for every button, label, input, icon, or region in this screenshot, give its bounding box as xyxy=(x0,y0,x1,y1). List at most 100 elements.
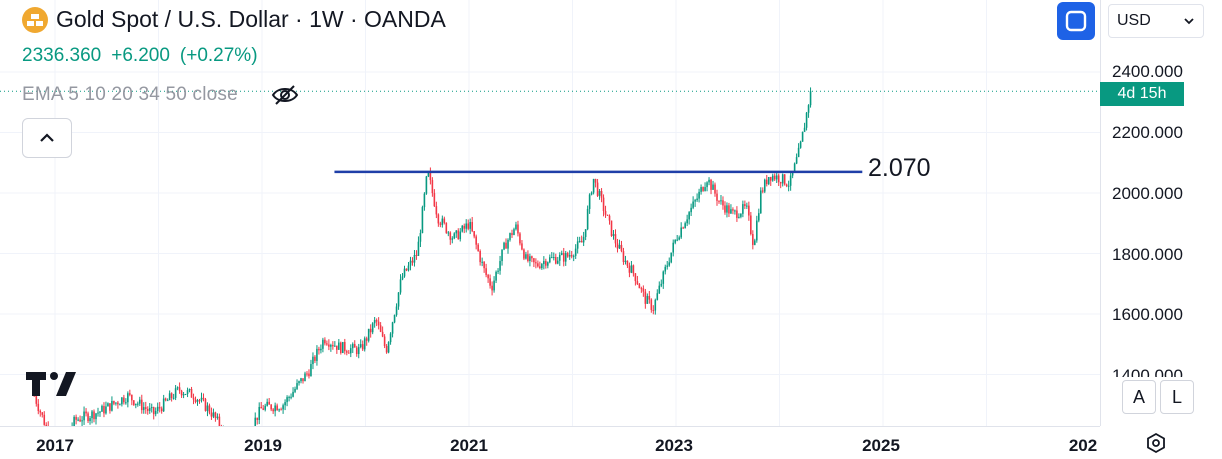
x-tick-label: 2025 xyxy=(862,436,900,455)
candle-body xyxy=(93,411,95,420)
candle-body xyxy=(580,240,583,243)
candle-body xyxy=(477,244,479,251)
candle-body xyxy=(606,214,609,216)
candle-body xyxy=(634,273,637,282)
settings-hexagon-icon xyxy=(1147,432,1165,454)
candle-body xyxy=(459,231,462,240)
price-chart[interactable] xyxy=(0,0,1100,426)
fullscreen-button[interactable] xyxy=(1057,2,1095,40)
candle-body xyxy=(35,395,38,404)
x-tick-label: 2021 xyxy=(450,436,488,455)
candle-body xyxy=(624,260,627,262)
candle-body xyxy=(109,403,111,411)
chart-plot-area[interactable] xyxy=(0,0,1100,426)
candle-body xyxy=(519,233,521,244)
candle-body xyxy=(144,407,147,409)
candle-body xyxy=(758,213,760,221)
candle-body xyxy=(608,215,611,221)
candle-body xyxy=(525,254,527,259)
candle-body xyxy=(284,402,286,406)
candle-body xyxy=(537,263,539,267)
candle-body xyxy=(465,223,468,229)
candle-body xyxy=(451,238,454,240)
currency-select[interactable]: USD xyxy=(1108,4,1204,38)
currency-value: USD xyxy=(1117,12,1151,29)
x-tick-label: 2017 xyxy=(36,436,74,455)
candle-body xyxy=(160,408,163,412)
candle-body xyxy=(393,314,396,323)
candle-body xyxy=(684,223,686,229)
candle-body xyxy=(140,399,143,411)
candle-body xyxy=(720,200,722,202)
candle-body xyxy=(95,413,97,420)
candle-body xyxy=(642,288,645,292)
chart-settings-button[interactable] xyxy=(1140,428,1172,458)
candle-body xyxy=(722,200,724,206)
candle-body xyxy=(417,241,420,256)
candle-body xyxy=(117,402,119,405)
candle-body xyxy=(551,257,553,259)
candle-body xyxy=(375,320,378,322)
candle-body xyxy=(682,227,684,229)
candle-body xyxy=(773,175,776,180)
candle-body xyxy=(344,342,346,352)
candle-body xyxy=(89,418,91,422)
candle-body xyxy=(413,254,416,263)
candle-body xyxy=(791,171,794,176)
candle-body xyxy=(527,254,529,261)
candle-body xyxy=(612,234,615,236)
candle-body xyxy=(178,387,181,391)
candle-body xyxy=(582,236,585,243)
candle-body xyxy=(308,373,310,377)
candle-body xyxy=(781,174,784,184)
candle-body xyxy=(636,281,639,285)
candle-body xyxy=(111,400,113,411)
indicator-legend[interactable]: EMA 5 10 20 34 50 close xyxy=(22,82,300,108)
candle-body xyxy=(702,187,704,191)
candle-body xyxy=(489,278,491,286)
candle-body xyxy=(783,174,786,185)
candle-body xyxy=(771,175,774,181)
candle-body xyxy=(767,177,770,185)
candle-body xyxy=(429,171,432,181)
candle-body xyxy=(809,91,812,106)
candle-body xyxy=(125,402,127,404)
candle-body xyxy=(397,292,400,307)
candle-body xyxy=(158,406,161,409)
hide-indicator-eye-icon[interactable] xyxy=(270,82,300,108)
candle-body xyxy=(678,237,680,240)
candle-body xyxy=(99,411,101,413)
log-scale-button[interactable]: L xyxy=(1160,380,1194,414)
candle-body xyxy=(668,262,671,266)
candle-body xyxy=(578,240,581,242)
candle-body xyxy=(463,225,466,229)
candle-body xyxy=(186,390,189,395)
candle-body xyxy=(660,283,663,286)
candle-body xyxy=(511,233,513,235)
candle-body xyxy=(554,257,557,264)
last-price: 2336.360 xyxy=(22,45,102,66)
candle-body xyxy=(680,227,682,238)
symbol-legend[interactable]: Gold Spot / U.S. Dollar · 1W · OANDA xyxy=(22,6,446,33)
candle-body xyxy=(105,406,107,414)
candle-body xyxy=(123,397,125,403)
candle-body xyxy=(170,393,173,398)
candle-body xyxy=(172,397,175,399)
candle-body xyxy=(148,408,151,411)
candle-body xyxy=(640,288,643,290)
candle-body xyxy=(626,260,629,266)
candle-body xyxy=(759,190,762,214)
collapse-legend-button[interactable] xyxy=(22,118,72,158)
candle-body xyxy=(666,265,669,267)
candle-body xyxy=(312,356,314,365)
candle-body xyxy=(258,406,261,420)
candle-body xyxy=(363,338,366,350)
candle-body xyxy=(334,345,336,347)
candle-body xyxy=(656,293,659,300)
candle-body xyxy=(276,405,278,411)
auto-scale-button[interactable]: A xyxy=(1122,380,1156,414)
candle-body xyxy=(338,342,340,350)
candle-body xyxy=(664,266,667,272)
time-axis-border xyxy=(0,426,1100,427)
candle-body xyxy=(493,280,495,291)
